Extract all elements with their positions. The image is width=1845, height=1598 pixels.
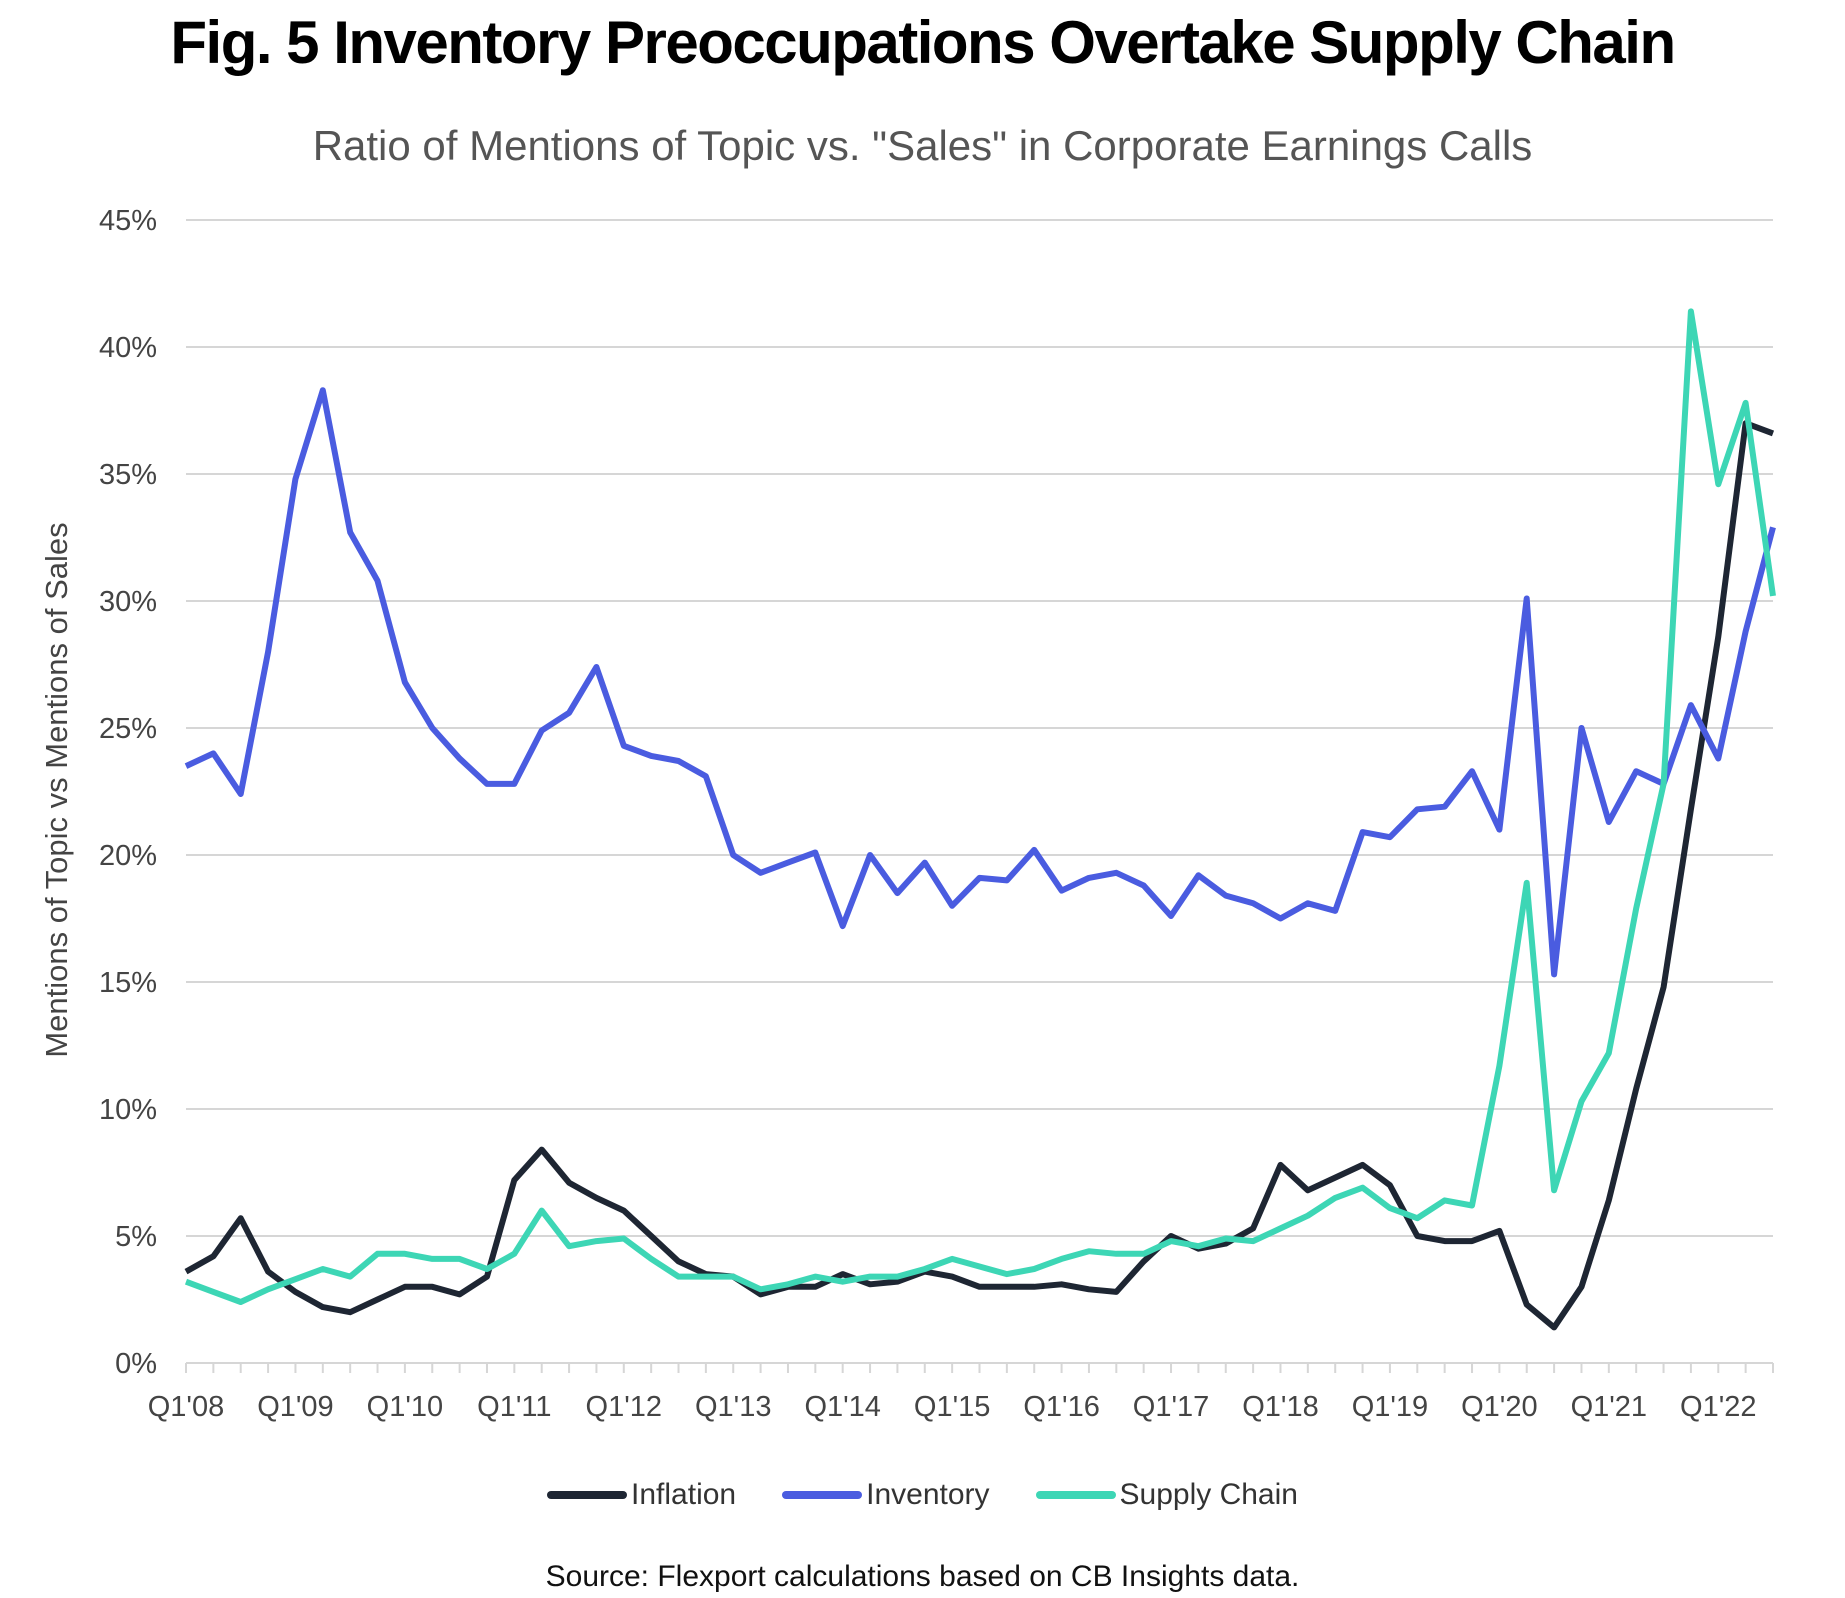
legend-swatch-inflation (547, 1491, 628, 1499)
legend-swatch-supply-chain (1035, 1491, 1116, 1499)
y-tick-label: 25% (99, 713, 157, 745)
y-tick-labels: 0% 5% 10% 15% 20% 25% 30% 35% 40% 45% (99, 205, 157, 1380)
x-tick-label: Q1'11 (477, 1391, 551, 1423)
y-tick-label: 5% (115, 1221, 157, 1253)
x-tick-labels: Q1'08 Q1'09 Q1'10 Q1'11 Q1'12 Q1'13 Q1'14 Q1'15… (148, 1391, 1757, 1423)
y-tick-label: 30% (99, 586, 157, 618)
y-axis-title: Mentions of Topic vs Mentions of Sales (39, 522, 74, 1057)
x-tick-label: Q1'22 (1680, 1391, 1756, 1423)
y-tick-label: 40% (99, 332, 157, 364)
x-tick-label: Q1'10 (367, 1391, 443, 1423)
y-tick-label: 45% (99, 205, 157, 237)
y-tick-label: 10% (99, 1094, 157, 1126)
legend-label: Inflation (631, 1478, 737, 1511)
series-lines (184, 308, 1776, 1331)
x-tick-label: Q1'15 (914, 1391, 990, 1423)
legend-item-inflation: Inflation (547, 1478, 736, 1512)
y-tick-label: 15% (99, 967, 157, 999)
legend-label: Inventory (866, 1478, 990, 1511)
y-tick-label: 35% (99, 459, 157, 491)
x-tick-label: Q1'16 (1023, 1391, 1099, 1423)
x-tick-label: Q1'14 (804, 1391, 880, 1423)
x-tick-label: Q1'19 (1352, 1391, 1428, 1423)
gridlines (186, 219, 1773, 1237)
chart-title: Fig. 5 Inventory Preoccupations Overtake… (170, 9, 1676, 76)
series-line-inflation (184, 420, 1775, 1331)
series-line-supply-chain (184, 308, 1776, 1305)
legend-item-supply-chain: Supply Chain (1035, 1478, 1298, 1512)
legend-item-inventory: Inventory (782, 1478, 990, 1512)
series-line-inventory (184, 387, 1776, 978)
legend-label: Supply Chain (1119, 1478, 1298, 1511)
x-tick-label: Q1'20 (1461, 1391, 1537, 1423)
chart-subtitle: Ratio of Mentions of Topic vs. "Sales" i… (312, 122, 1533, 169)
x-tick-label: Q1'17 (1133, 1391, 1209, 1423)
x-axis (185, 1362, 1774, 1373)
x-tick-label: Q1'18 (1242, 1391, 1318, 1423)
source-note: Source: Flexport calculations based on C… (545, 1560, 1300, 1593)
x-tick-label: Q1'12 (586, 1391, 662, 1423)
x-tick-label: Q1'13 (695, 1391, 771, 1423)
y-tick-label: 20% (99, 840, 157, 872)
legend-swatch-inventory (782, 1491, 863, 1499)
x-tick-label: Q1'08 (148, 1391, 224, 1423)
legend: Inflation Inventory Supply Chain (0, 1478, 1845, 1512)
x-tick-label: Q1'09 (257, 1391, 333, 1423)
y-tick-label: 0% (115, 1348, 157, 1380)
x-tick-label: Q1'21 (1571, 1391, 1647, 1423)
